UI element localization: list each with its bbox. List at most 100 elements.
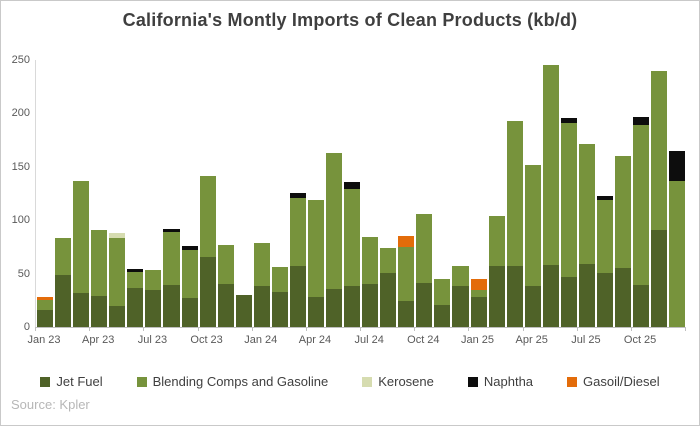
y-axis-tick-label: 250 xyxy=(11,54,30,66)
x-axis-slot: Apr 23 xyxy=(82,334,114,349)
bar-segment-blending-comps-and-gasoline xyxy=(199,176,216,257)
bar-segment-jet-fuel xyxy=(199,256,216,327)
x-axis-slot xyxy=(53,334,71,349)
bar-dec-25 xyxy=(668,60,686,327)
bar-segment-jet-fuel xyxy=(37,309,54,327)
bar-segment-blending-comps-and-gasoline xyxy=(163,231,180,286)
bar-segment-blending-comps-and-gasoline xyxy=(37,300,54,310)
bar-segment-blending-comps-and-gasoline xyxy=(127,271,144,288)
x-axis-slot xyxy=(667,334,685,349)
x-axis-tick-label: Jan 23 xyxy=(27,334,61,346)
x-axis-tick-mark xyxy=(468,327,470,331)
x-axis-slot xyxy=(541,334,559,349)
bar-segment-jet-fuel xyxy=(416,283,433,327)
bar-segment-blending-comps-and-gasoline xyxy=(380,247,397,273)
bar-segment-blending-comps-and-gasoline xyxy=(217,244,234,285)
bar-sep-24 xyxy=(397,60,415,327)
bar-segment-kerosene xyxy=(109,233,126,239)
bar-segment-blending-comps-and-gasoline xyxy=(181,250,198,299)
bar-segment-jet-fuel xyxy=(326,288,343,327)
x-axis-slot: Jul 24 xyxy=(354,334,383,349)
bar-apr-25 xyxy=(524,60,542,327)
x-axis-slot: Jul 25 xyxy=(571,334,600,349)
x-axis-slot: Oct 25 xyxy=(624,334,656,349)
bar-segment-jet-fuel xyxy=(55,274,72,327)
bar-may-24 xyxy=(325,60,343,327)
bar-segment-blending-comps-and-gasoline xyxy=(470,289,487,298)
bar-segment-jet-fuel xyxy=(145,289,162,327)
bar-dec-24 xyxy=(451,60,469,327)
bar-segment-jet-fuel xyxy=(560,276,577,327)
bar-feb-24 xyxy=(271,60,289,327)
bar-segment-naphtha xyxy=(163,228,180,232)
x-axis-tick-label: Apr 24 xyxy=(298,334,332,346)
x-axis-tick-mark xyxy=(305,327,307,331)
legend-swatch-gasoil-diesel xyxy=(567,376,578,387)
bar-jul-23 xyxy=(144,60,162,327)
x-axis-slot xyxy=(161,334,179,349)
bar-segment-jet-fuel xyxy=(452,286,469,327)
bar-segment-naphtha xyxy=(596,195,613,200)
bar-nov-25 xyxy=(650,60,668,327)
bar-segment-blending-comps-and-gasoline xyxy=(669,180,686,327)
bar-segment-jet-fuel xyxy=(651,229,668,327)
bar-segment-jet-fuel xyxy=(181,298,198,327)
bar-segment-jet-fuel xyxy=(470,297,487,327)
x-axis-tick-mark xyxy=(35,327,36,331)
x-axis-tick-label: Jan 25 xyxy=(461,334,495,346)
bar-segment-jet-fuel xyxy=(380,272,397,327)
x-axis-tick-label: Apr 23 xyxy=(82,334,115,346)
bar-jun-25 xyxy=(560,60,578,327)
legend: Jet Fuel Blending Comps and Gasoline Keros… xyxy=(1,374,699,389)
bar-aug-23 xyxy=(162,60,180,327)
bar-jun-23 xyxy=(126,60,144,327)
legend-item-jet-fuel: Jet Fuel xyxy=(40,374,103,389)
bar-oct-24 xyxy=(415,60,433,327)
bar-segment-gasoil-diesel xyxy=(37,297,54,301)
legend-swatch-naphtha xyxy=(467,376,478,387)
bar-segment-jet-fuel xyxy=(398,301,415,327)
x-axis-tick-mark xyxy=(685,327,686,331)
bar-segment-jet-fuel xyxy=(307,297,324,327)
bar-segment-jet-fuel xyxy=(73,292,90,327)
legend-item-kerosene: Kerosene xyxy=(362,374,434,389)
y-axis-tick-label: 0 xyxy=(23,321,30,333)
x-axis-slot: Jan 24 xyxy=(244,334,277,349)
bar-oct-23 xyxy=(199,60,217,327)
bar-segment-jet-fuel xyxy=(488,266,505,327)
bar-segment-blending-comps-and-gasoline xyxy=(524,164,541,287)
y-axis-tick-label: 150 xyxy=(11,160,30,173)
bar-segment-naphtha xyxy=(633,116,650,126)
bar-apr-23 xyxy=(90,60,108,327)
bar-mar-24 xyxy=(289,60,307,327)
x-axis-tick-mark xyxy=(360,327,361,331)
bar-segment-blending-comps-and-gasoline xyxy=(596,199,613,273)
x-axis-labels: Jan 23 Apr 23 Jul 23 Oct 23 Jan 24 Apr 24 Jul … xyxy=(28,334,685,349)
bar-segment-blending-comps-and-gasoline xyxy=(560,123,577,277)
x-axis-slot xyxy=(324,334,342,349)
x-axis-tick-label: Oct 24 xyxy=(407,334,440,346)
x-axis-tick-label: Oct 23 xyxy=(190,334,223,346)
bar-segment-blending-comps-and-gasoline xyxy=(91,229,108,296)
chart-title: California's Montly Imports of Clean Pro… xyxy=(122,10,578,30)
legend-label: Jet Fuel xyxy=(56,374,103,389)
legend-swatch-blending-comps-and-gasoline xyxy=(136,376,147,387)
bar-segment-jet-fuel xyxy=(271,291,288,327)
legend-item-blending-comps-and-gasoline: Blending Comps and Gasoline xyxy=(136,374,329,389)
bar-segment-blending-comps-and-gasoline xyxy=(506,120,523,267)
bar-segment-jet-fuel xyxy=(344,286,361,327)
bar-nov-23 xyxy=(217,60,235,327)
bar-segment-jet-fuel xyxy=(434,304,451,327)
x-axis-tick-label: Jul 25 xyxy=(571,334,601,346)
bar-segment-jet-fuel xyxy=(362,284,379,327)
legend-label: Blending Comps and Gasoline xyxy=(152,374,329,389)
bar-segment-blending-comps-and-gasoline xyxy=(145,270,162,290)
bar-dec-23 xyxy=(235,60,253,327)
bar-segment-blending-comps-and-gasoline xyxy=(434,279,451,305)
x-axis-slot xyxy=(107,334,125,349)
x-axis-tick-mark xyxy=(197,327,199,331)
x-axis-slot xyxy=(432,334,450,349)
bar-segment-blending-comps-and-gasoline xyxy=(326,153,343,289)
bar-apr-24 xyxy=(307,60,325,327)
